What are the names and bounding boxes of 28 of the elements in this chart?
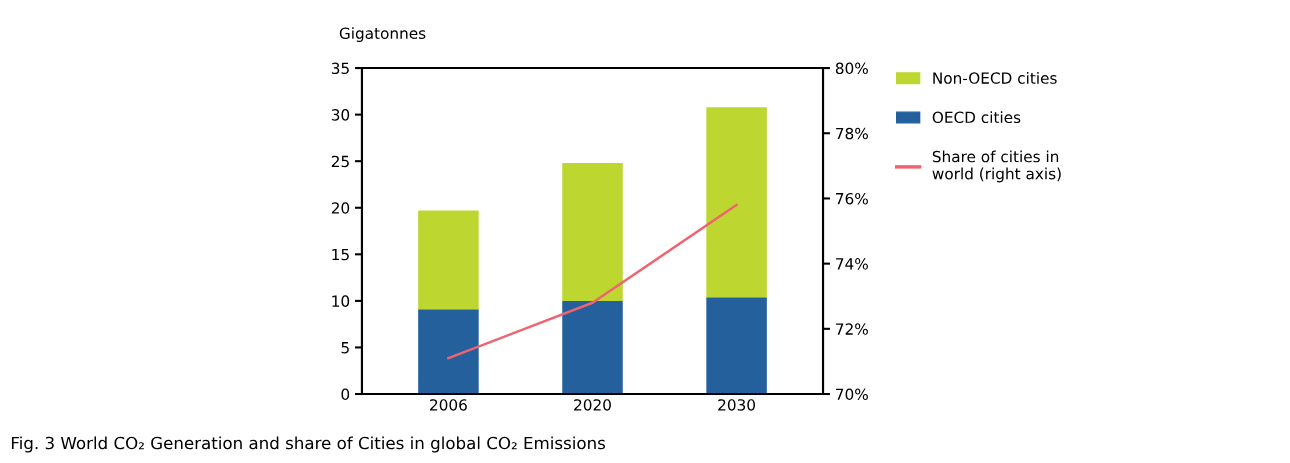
- y2-tick-label: 80%: [835, 62, 868, 75]
- y-axis-title: Gigatonnes: [339, 27, 426, 42]
- y-tick-label: 0: [341, 388, 350, 401]
- y-tick-label: 30: [331, 109, 350, 121]
- x-tick-label: 2030: [718, 399, 755, 411]
- legend-label: Non-OECD cities: [933, 72, 1057, 84]
- y-tick-label: 5: [341, 342, 349, 354]
- legend-label: OECD cities: [932, 111, 1021, 124]
- y-tick-label: 10: [332, 295, 350, 307]
- text: Fig. 3 World CO₂ Generation and share of Cities in global CO₂ Emissions: [11, 436, 606, 453]
- y-tick-label: 20: [331, 202, 350, 214]
- y2-tick-label: 76%: [836, 192, 868, 205]
- y2-tick-label: 78%: [836, 127, 868, 140]
- y2-tick-label: 74%: [836, 258, 868, 270]
- bar: [418, 309, 479, 395]
- y-tick-label: 15: [332, 248, 349, 261]
- bar: [418, 210, 479, 310]
- y2-tick-label: 70%: [836, 388, 868, 401]
- x-tick-label: 2020: [574, 399, 611, 411]
- y-tick-label: 35: [331, 62, 349, 75]
- bar: [706, 107, 767, 298]
- x-tick-label: 2006: [430, 399, 467, 411]
- y2-tick-label: 72%: [836, 323, 868, 335]
- bar: [562, 300, 623, 395]
- bar: [562, 163, 623, 301]
- legend-label: Share of cities in world (right axis): [932, 150, 1061, 183]
- bar: [706, 297, 767, 395]
- y-tick-label: 25: [331, 155, 349, 168]
